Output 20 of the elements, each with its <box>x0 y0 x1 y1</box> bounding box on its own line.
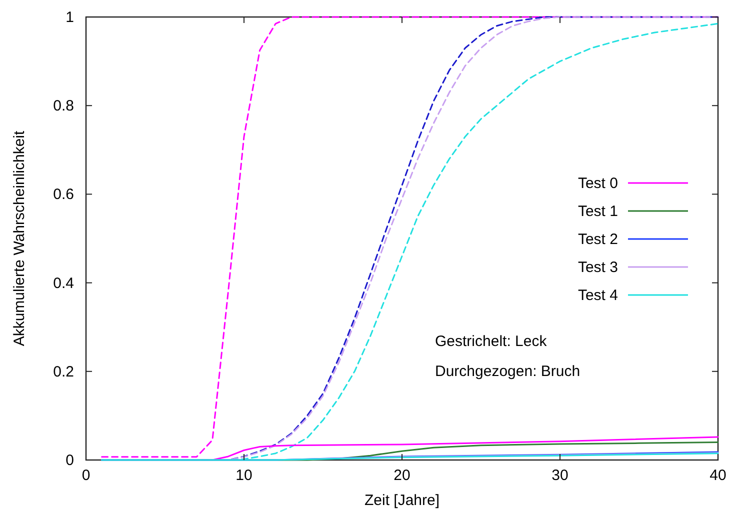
y-tick-label: 0.8 <box>53 98 74 115</box>
x-tick-label: 0 <box>82 467 90 484</box>
legend-label: Test 2 <box>578 231 618 248</box>
x-tick-label: 30 <box>552 467 568 484</box>
legend-label: Test 3 <box>578 259 618 276</box>
y-tick-label: 0.4 <box>53 274 74 292</box>
x-tick-label: 40 <box>710 467 726 484</box>
x-tick-label: 20 <box>394 467 410 484</box>
y-tick-label: 0.2 <box>53 363 74 380</box>
y-axis-title: Akkumulierte Wahrscheinlichkeit <box>11 130 28 346</box>
annotation: Gestrichelt: Leck <box>435 333 548 350</box>
legend-label: Test 4 <box>578 287 618 304</box>
y-tick-label: 0 <box>66 452 74 469</box>
y-tick-label: 0.6 <box>53 186 74 204</box>
y-tick-label: 1 <box>66 9 74 26</box>
legend-label: Test 0 <box>578 175 618 192</box>
x-tick-label: 10 <box>236 467 252 484</box>
legend-label: Test 1 <box>578 203 618 220</box>
x-axis-title: Zeit [Jahre] <box>364 492 440 509</box>
annotation: Durchgezogen: Bruch <box>435 363 580 380</box>
